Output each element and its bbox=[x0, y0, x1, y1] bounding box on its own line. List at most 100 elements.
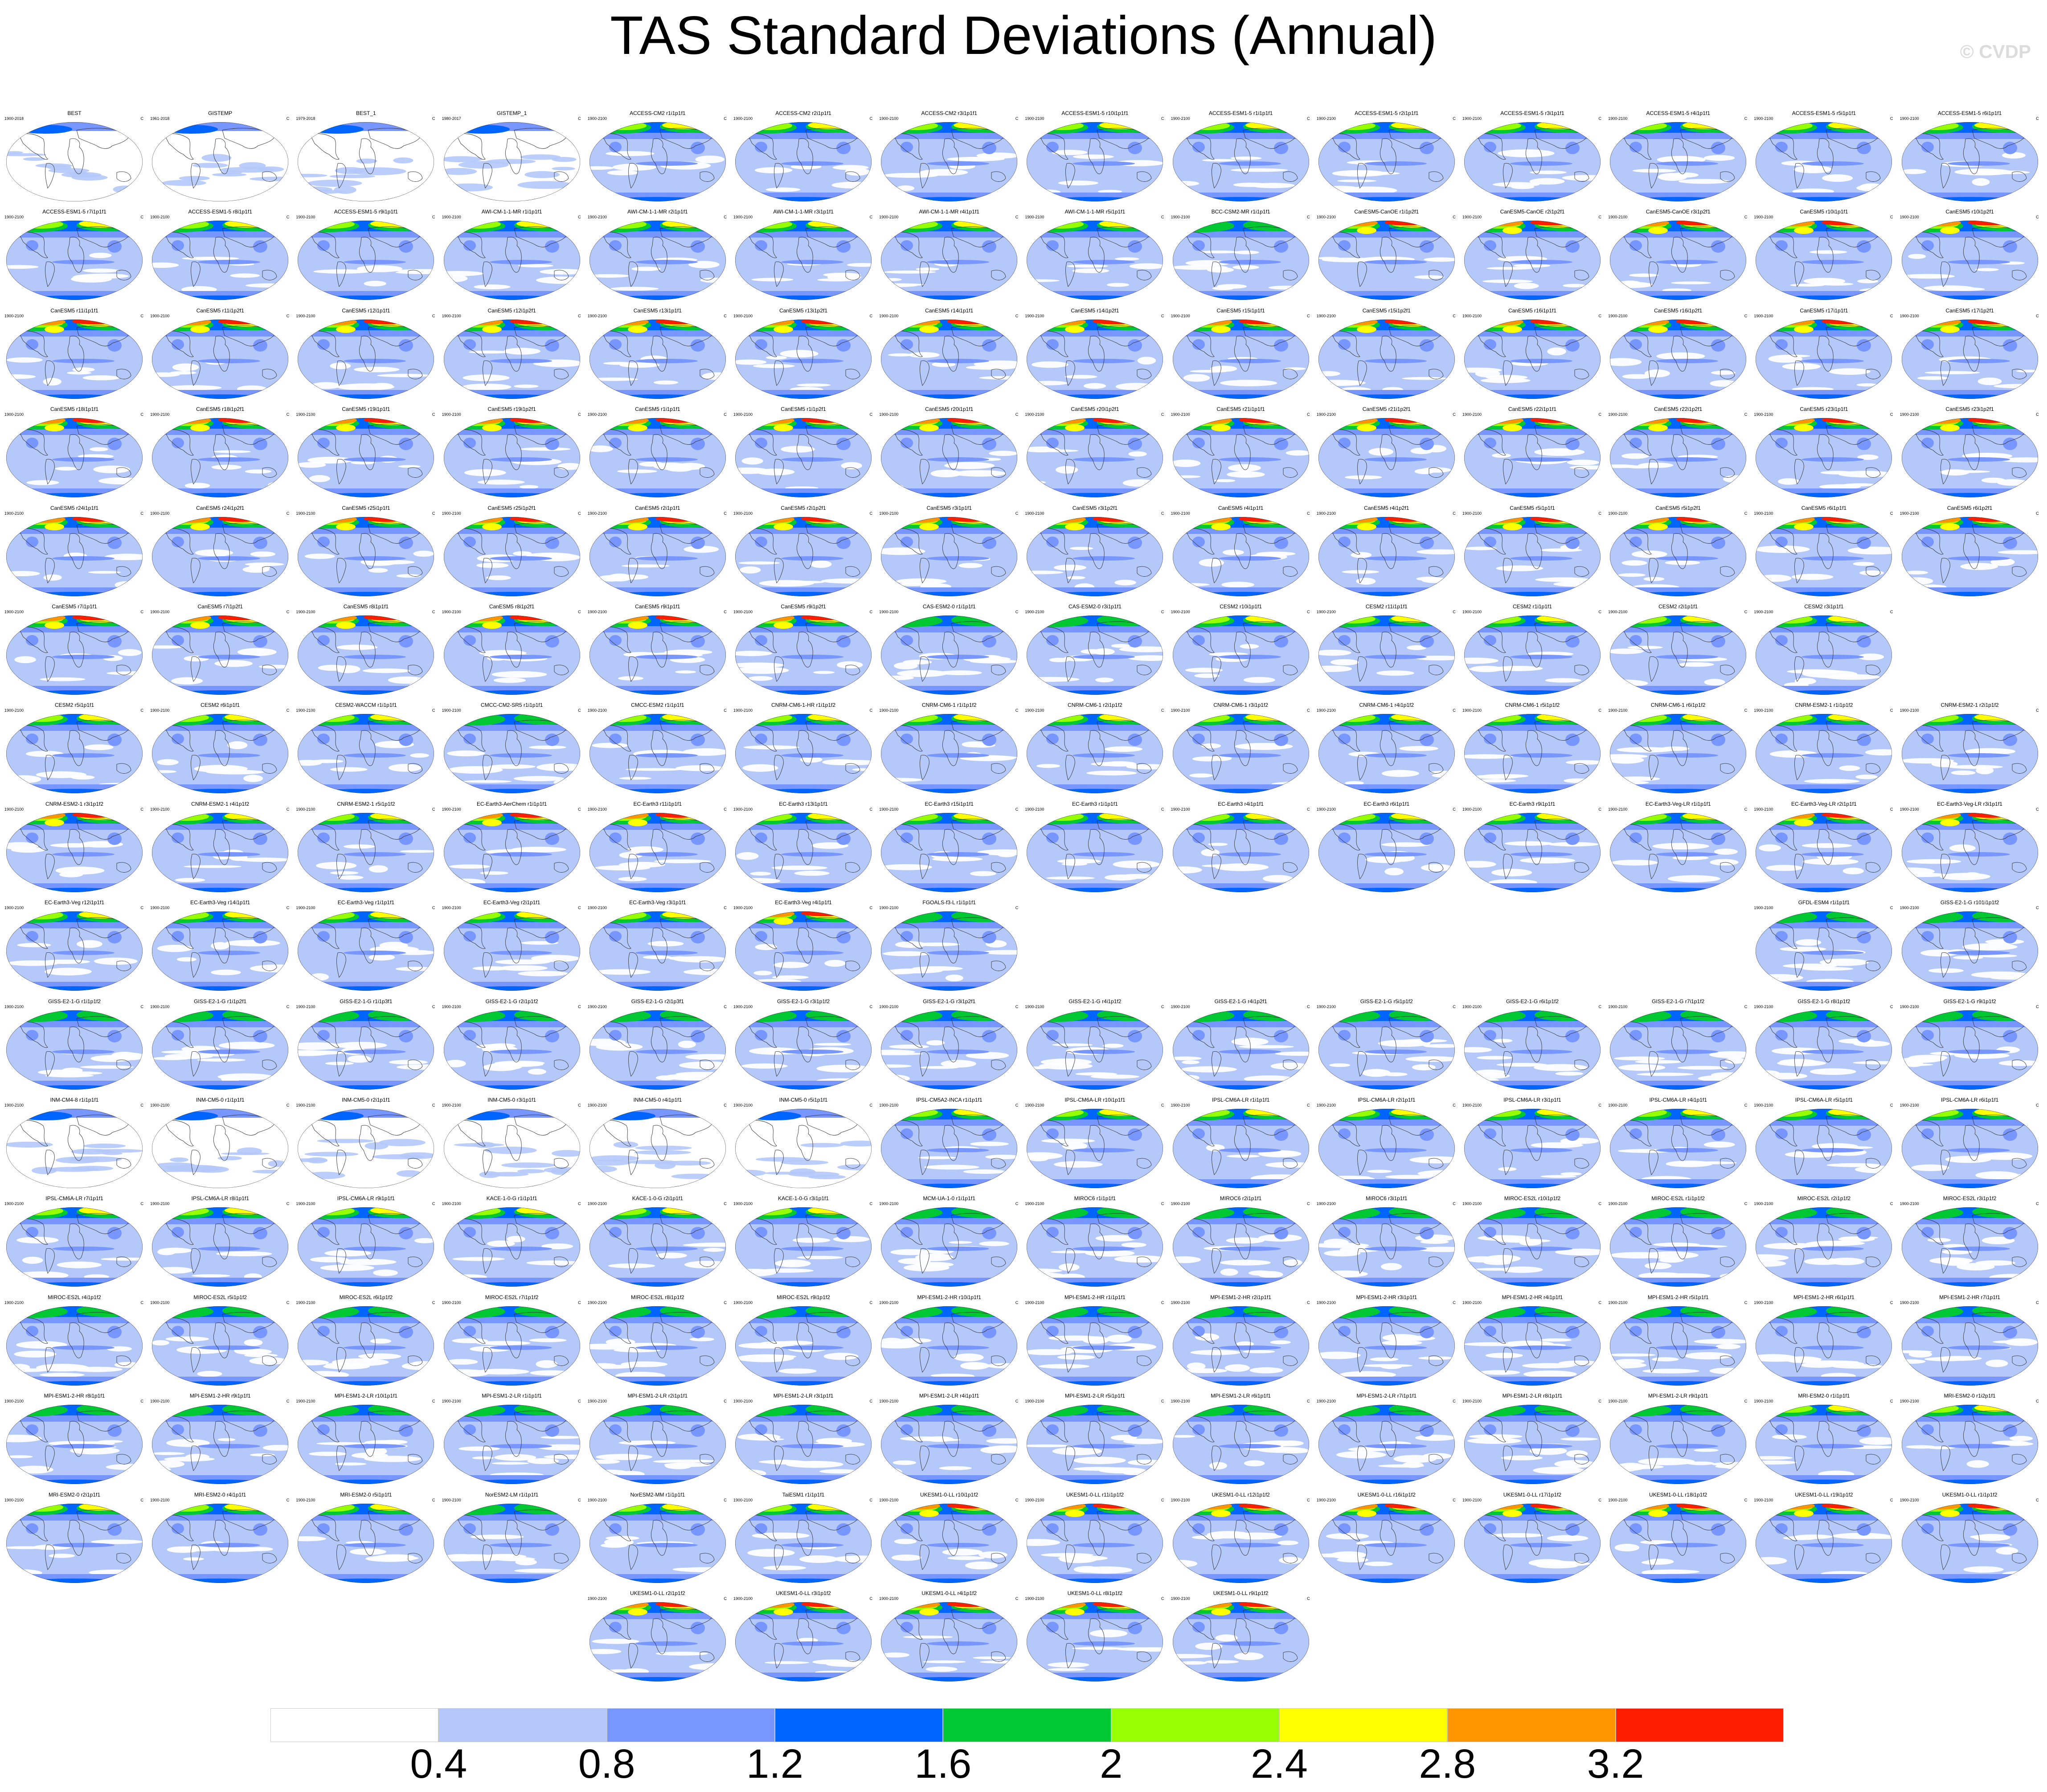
panel-title: INM-CM5-0 r1i1p1f1 bbox=[196, 1097, 245, 1103]
panel-units: C bbox=[578, 1300, 581, 1305]
map-panel: CNRM-CM6-1 r1i1p1f2 1900-2100 C bbox=[878, 702, 1020, 795]
panel-title: INM-CM5-0 r5i1p1f1 bbox=[779, 1097, 828, 1103]
panel-title: EC-Earth3-Veg-LR r3i1p1f1 bbox=[1937, 800, 2002, 807]
robinson-map bbox=[735, 1503, 872, 1583]
panel-units: C bbox=[140, 610, 144, 614]
panel-years: 1900-2100 bbox=[879, 215, 899, 220]
panel-years: 1900-2100 bbox=[1608, 1004, 1628, 1009]
map-panel: CNRM-ESM2-1 r4i1p1f2 1900-2100 C bbox=[149, 801, 291, 894]
panel-years: 1900-2100 bbox=[1900, 906, 1919, 910]
panel-units: C bbox=[432, 1103, 435, 1107]
panel-title: CanESM5 r5i1p1f1 bbox=[1510, 504, 1555, 511]
map-panel: MPI-ESM1-2-LR r3i1p1f1 1900-2100 C bbox=[733, 1393, 874, 1485]
map-panel: CanESM5 r8i1p1f1 1900-2100 C bbox=[295, 603, 437, 696]
robinson-map bbox=[1464, 615, 1601, 695]
panel-years: 1900-2100 bbox=[442, 215, 461, 220]
panel-years: 1900-2100 bbox=[442, 1202, 461, 1206]
panel-title: EC-Earth3-Veg r12i1p1f1 bbox=[44, 899, 105, 906]
panel-units: C bbox=[1453, 215, 1456, 220]
map-panel: EC-Earth3-Veg r3i1p1f1 1900-2100 C bbox=[587, 899, 729, 992]
panel-years: 1900-2100 bbox=[4, 412, 24, 417]
map-panel: GISS-E2-1-G r2i1p3f1 1900-2100 C bbox=[587, 998, 729, 1091]
panel-units: C bbox=[2036, 1300, 2039, 1305]
robinson-map bbox=[1027, 319, 1163, 399]
panel-years: 1900-2100 bbox=[1025, 1596, 1044, 1601]
panel-years: 1900-2100 bbox=[1462, 313, 1482, 318]
panel-years: 1900-2100 bbox=[1171, 1103, 1190, 1107]
panel-units: C bbox=[1744, 1399, 1748, 1404]
robinson-map bbox=[1610, 812, 1747, 892]
panel-title: MPI-ESM1-2-HR r3i1p1f1 bbox=[1356, 1294, 1417, 1300]
robinson-map bbox=[589, 812, 726, 892]
panel-years: 1900-2100 bbox=[4, 1202, 24, 1206]
panel-title: AWI-CM-1-1-MR r4i1p1f1 bbox=[919, 209, 979, 215]
panel-title: MRI-ESM2-0 r4i1p1f1 bbox=[194, 1491, 246, 1498]
robinson-map bbox=[1027, 1010, 1163, 1090]
robinson-map bbox=[443, 1405, 580, 1484]
panel-years: 1900-2100 bbox=[587, 807, 607, 812]
panel-years: 1900-2100 bbox=[1900, 807, 1919, 812]
robinson-map bbox=[298, 1405, 434, 1484]
map-panel: CanESM5-CanOE r3i1p2f1 1900-2100 C bbox=[1607, 209, 1749, 301]
panel-title: CanESM5 r5i1p2f1 bbox=[1655, 504, 1701, 511]
panel-title: MIROC-ES2L r8i1p1f2 bbox=[630, 1294, 684, 1300]
panel-title: CanESM5 r9i1p1f1 bbox=[635, 603, 680, 610]
panel-title: GISS-E2-1-G r101i1p1f2 bbox=[1940, 899, 1999, 906]
map-panel: CNRM-ESM2-1 r1i1p1f2 1900-2100 C bbox=[1753, 702, 1895, 795]
robinson-map bbox=[1464, 221, 1601, 300]
panel-units: C bbox=[869, 511, 873, 516]
robinson-map bbox=[1756, 911, 1892, 991]
panel-years: 1900-2100 bbox=[1608, 1103, 1628, 1107]
panel-years: 1900-2100 bbox=[1171, 1596, 1190, 1601]
panel-title: CMCC-ESM2 r1i1p1f1 bbox=[631, 702, 684, 709]
robinson-map bbox=[1027, 122, 1163, 201]
panel-title: UKESM1-0-LL r2i1p1f2 bbox=[630, 1590, 685, 1596]
map-panel: MPI-ESM1-2-LR r10i1p1f1 1900-2100 C bbox=[295, 1393, 437, 1485]
panel-units: C bbox=[578, 1004, 581, 1009]
panel-title: GISS-E2-1-G r4i1p2f1 bbox=[1214, 998, 1267, 1005]
robinson-map bbox=[6, 1503, 143, 1583]
map-panel: TaiESM1 r1i1p1f1 1900-2100 C bbox=[733, 1492, 874, 1584]
map-panel: CanESM5 r13i1p2f1 1900-2100 C bbox=[733, 308, 874, 400]
panel-units: C bbox=[724, 906, 727, 910]
panel-units: C bbox=[432, 116, 435, 121]
panel-title: CanESM5 r10i1p1f1 bbox=[1800, 209, 1848, 215]
panel-title: EC-Earth3 r11i1p1f1 bbox=[633, 800, 682, 807]
map-panel: EC-Earth3-Veg-LR r1i1p1f1 1900-2100 C bbox=[1607, 801, 1749, 894]
robinson-map bbox=[1901, 714, 2038, 794]
robinson-map bbox=[881, 319, 1018, 399]
map-panel: CanESM5 r7i1p2f1 1900-2100 C bbox=[149, 603, 291, 696]
panel-title: MPI-ESM1-2-LR r10i1p1f1 bbox=[334, 1393, 398, 1399]
panel-units: C bbox=[869, 1399, 873, 1404]
panel-units: C bbox=[578, 313, 581, 318]
panel-title: MIROC-ES2L r10i1p1f2 bbox=[1504, 1195, 1561, 1202]
robinson-map bbox=[152, 1503, 289, 1583]
panel-title: CanESM5 r14i1p2f1 bbox=[1071, 307, 1119, 314]
panel-years: 1900-2100 bbox=[733, 412, 753, 417]
panel-title: GISTEMP_1 bbox=[496, 110, 527, 116]
panel-title: CanESM5 r6i1p2f1 bbox=[1947, 504, 1993, 511]
map-panel: MRI-ESM2-0 r2i1p1f1 1900-2100 C bbox=[4, 1492, 145, 1584]
map-panel: CanESM5 r10i1p1f1 1900-2100 C bbox=[1753, 209, 1895, 301]
panel-units: C bbox=[869, 1596, 873, 1601]
panel-units: C bbox=[724, 1202, 727, 1206]
panel-units: C bbox=[2036, 1399, 2039, 1404]
robinson-map bbox=[6, 1306, 143, 1386]
panel-units: C bbox=[1453, 1300, 1456, 1305]
panel-title: CESM2 r10i1p1f1 bbox=[1220, 603, 1262, 610]
panel-title: UKESM1-0-LL r16i1p1f2 bbox=[1357, 1491, 1416, 1498]
robinson-map bbox=[1464, 1109, 1601, 1188]
panel-title: AWI-CM-1-1-MR r3i1p1f1 bbox=[773, 209, 834, 215]
panel-units: C bbox=[578, 610, 581, 614]
panel-years: 1900-2100 bbox=[1900, 1202, 1919, 1206]
map-panel: MPI-ESM1-2-LR r2i1p1f1 1900-2100 C bbox=[587, 1393, 729, 1485]
map-panel: CanESM5 r14i1p2f1 1900-2100 C bbox=[1024, 308, 1166, 400]
panel-units: C bbox=[578, 1202, 581, 1206]
robinson-map bbox=[6, 122, 143, 201]
panel-title: ACCESS-ESM1-5 r4i1p1f1 bbox=[1646, 110, 1710, 116]
panel-units: C bbox=[1453, 1497, 1456, 1502]
panel-title: CanESM5 r14i1p1f1 bbox=[925, 307, 974, 314]
panel-units: C bbox=[432, 511, 435, 516]
robinson-map bbox=[1172, 1207, 1309, 1287]
panel-title: EC-Earth3-Veg-LR r1i1p1f1 bbox=[1645, 800, 1711, 807]
